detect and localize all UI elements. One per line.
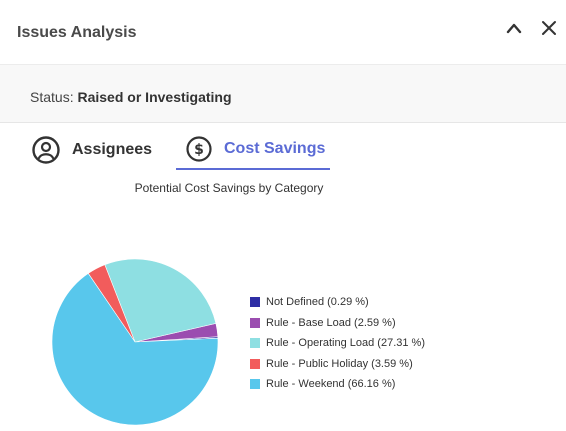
panel-title: Issues Analysis: [17, 24, 137, 41]
close-icon: [542, 21, 556, 35]
legend-swatch: [250, 338, 260, 349]
legend-item[interactable]: Not Defined (0.29 %): [250, 292, 425, 313]
chart-legend: Not Defined (0.29 %) Rule - Base Load (2.…: [250, 292, 425, 395]
legend-label: Rule - Operating Load (27.31 %): [266, 337, 425, 350]
pie-slice[interactable]: [51, 273, 219, 426]
close-button[interactable]: [535, 14, 563, 42]
dollar-circle-icon: $: [186, 136, 212, 162]
tab-assignees[interactable]: Assignees: [32, 130, 152, 170]
legend-swatch: [250, 297, 260, 308]
svg-text:$: $: [194, 142, 204, 158]
legend-label: Rule - Weekend (66.16 %): [266, 378, 396, 391]
tab-assignees-label: Assignees: [72, 141, 153, 158]
status-bar: Status: Raised or Investigating: [0, 64, 566, 123]
pie-chart: [51, 258, 219, 426]
legend-label: Rule - Base Load (2.59 %): [266, 316, 396, 329]
status-value: Raised or Investigating: [77, 89, 232, 105]
legend-item[interactable]: Rule - Public Holiday (3.59 %): [250, 354, 425, 375]
tab-cost-savings[interactable]: $ Cost Savings: [176, 130, 330, 170]
legend-label: Not Defined (0.29 %): [266, 296, 369, 309]
pie-slice[interactable]: [104, 258, 217, 343]
legend-label: Rule - Public Holiday (3.59 %): [266, 357, 413, 370]
user-circle-icon: [32, 136, 60, 164]
legend-swatch: [250, 358, 260, 369]
panel-header: Issues Analysis: [0, 0, 566, 64]
legend-item[interactable]: Rule - Weekend (66.16 %): [250, 374, 425, 395]
legend-swatch: [250, 317, 260, 328]
status-label: Status:: [30, 89, 74, 105]
chevron-up-icon: [506, 23, 522, 34]
collapse-button[interactable]: [500, 14, 528, 42]
legend-item[interactable]: Rule - Base Load (2.59 %): [250, 313, 425, 334]
chart-title: Potential Cost Savings by Category: [134, 181, 324, 195]
legend-swatch: [250, 379, 260, 390]
tab-cost-savings-label: Cost Savings: [224, 140, 326, 157]
legend-item[interactable]: Rule - Operating Load (27.31 %): [250, 333, 425, 354]
status-filter: Status: Raised or Investigating: [30, 89, 232, 105]
